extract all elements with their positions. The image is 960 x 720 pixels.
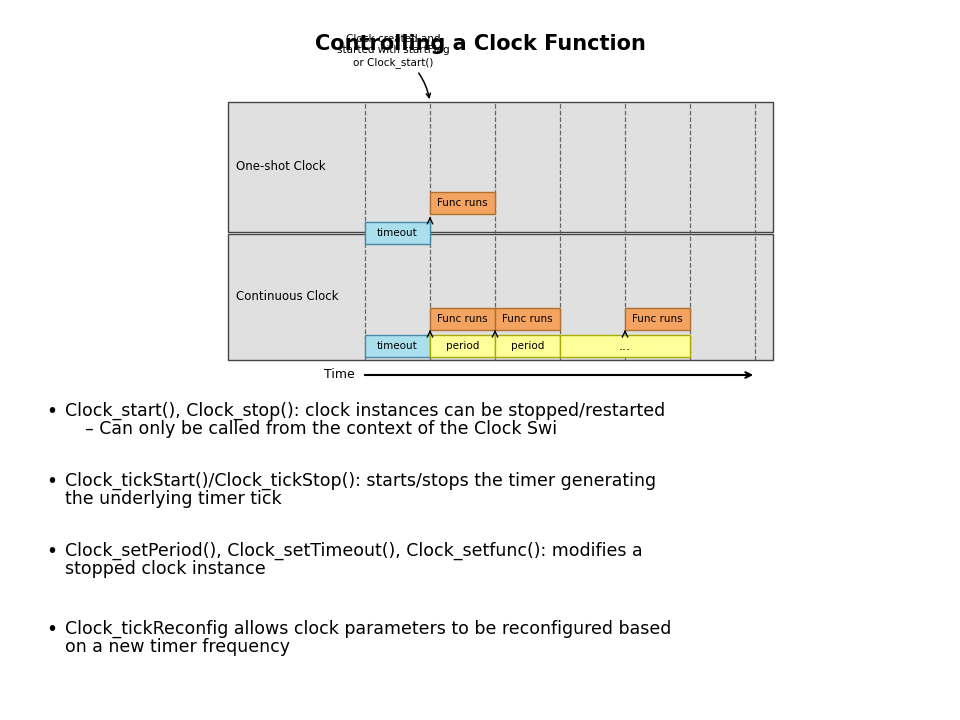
Text: •: • (46, 402, 58, 421)
Text: Clock_setPeriod(), Clock_setTimeout(), Clock_setfunc(): modifies a: Clock_setPeriod(), Clock_setTimeout(), C… (65, 542, 642, 560)
Text: One-shot Clock: One-shot Clock (236, 161, 325, 174)
Text: Func runs: Func runs (437, 314, 488, 324)
Text: timeout: timeout (377, 341, 418, 351)
Bar (365, 222, 430, 244)
Bar (365, 335, 430, 357)
Text: period: period (445, 341, 479, 351)
Text: stopped clock instance: stopped clock instance (65, 560, 266, 578)
Bar (430, 308, 495, 330)
Text: Clock_tickStart()/Clock_tickStop(): starts/stops the timer generating: Clock_tickStart()/Clock_tickStop(): star… (65, 472, 656, 490)
Text: period: period (511, 341, 544, 351)
Text: on a new timer frequency: on a new timer frequency (65, 638, 290, 656)
Bar (228, 102, 773, 232)
Bar (430, 335, 495, 357)
Text: Clock created and
started with startFlag
or Clock_start(): Clock created and started with startFlag… (337, 34, 449, 98)
Text: Clock_tickReconfig allows clock parameters to be reconfigured based: Clock_tickReconfig allows clock paramete… (65, 620, 671, 638)
Bar (228, 234, 773, 360)
Bar (495, 335, 560, 357)
Text: Func runs: Func runs (437, 198, 488, 208)
Text: Time: Time (324, 369, 355, 382)
Text: Func runs: Func runs (502, 314, 553, 324)
Text: ...: ... (619, 340, 631, 353)
Text: the underlying timer tick: the underlying timer tick (65, 490, 281, 508)
Bar (430, 192, 495, 214)
Text: Controlling a Clock Function: Controlling a Clock Function (315, 34, 645, 54)
Text: Func runs: Func runs (633, 314, 683, 324)
Text: – Can only be called from the context of the Clock Swi: – Can only be called from the context of… (85, 420, 557, 438)
Bar (625, 308, 690, 330)
Text: •: • (46, 620, 58, 639)
Text: •: • (46, 542, 58, 561)
Text: Clock_start(), Clock_stop(): clock instances can be stopped/restarted: Clock_start(), Clock_stop(): clock insta… (65, 402, 665, 420)
Text: •: • (46, 472, 58, 491)
Bar (560, 335, 690, 357)
Text: Continuous Clock: Continuous Clock (236, 290, 339, 304)
Bar (495, 308, 560, 330)
Text: timeout: timeout (377, 228, 418, 238)
